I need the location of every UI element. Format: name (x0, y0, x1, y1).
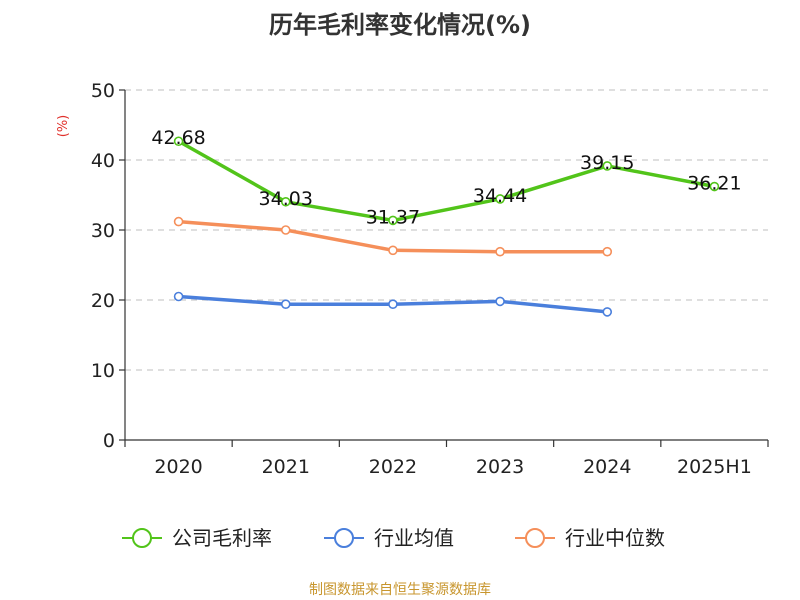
data-point (602, 161, 613, 171)
x-tick-label: 2023 (476, 456, 524, 478)
data-label: 42.68 (151, 127, 205, 149)
data-label: 36.21 (687, 173, 741, 195)
data-point (495, 246, 505, 257)
series-line-0 (177, 139, 715, 223)
data-point (173, 291, 184, 302)
data-point (173, 216, 184, 227)
legend-label: 公司毛利率 (172, 526, 272, 550)
source-note: 制图数据来自恒生聚源数据库 (309, 582, 491, 598)
y-axis-unit: (%) (56, 115, 71, 138)
series-layer (173, 136, 720, 317)
data-point (173, 136, 184, 147)
data-point (602, 246, 613, 257)
data-label: 31.37 (366, 206, 420, 228)
data-label-layer: 42.68 34.03 31.37 34.44 39.15 36.21 (151, 127, 741, 228)
data-point (280, 196, 291, 207)
y-tick-label: 20 (91, 290, 115, 312)
data-point (388, 245, 398, 256)
legend-label: 行业均值 (374, 526, 454, 550)
legend-marker (525, 528, 545, 548)
data-point (388, 299, 398, 310)
chart-title: 历年毛利率变化情况(%) (269, 11, 531, 39)
x-tick-label: 2025H1 (677, 456, 752, 478)
y-tick-label: 0 (103, 430, 115, 452)
legend-label: 行业中位数 (565, 526, 665, 550)
data-point (495, 296, 505, 307)
legend: 公司毛利率 行业均值 行业中位数 (122, 526, 665, 550)
data-label: 39.15 (580, 152, 634, 174)
data-point (280, 225, 291, 235)
y-tick-label: 30 (91, 220, 115, 242)
data-point (388, 215, 398, 226)
y-tick-label: 50 (91, 80, 115, 102)
data-point (495, 194, 505, 204)
data-point (709, 181, 720, 192)
x-tick-label: 2021 (262, 456, 310, 478)
y-tick-label: 10 (91, 360, 115, 382)
grid-layer (125, 89, 768, 371)
y-tick-label: 40 (91, 150, 115, 172)
data-point (602, 307, 613, 317)
data-point (280, 299, 291, 310)
axis-layer: 0 10 20 30 40 50 2020 2021 2022 2023 2024 2025H1 (91, 80, 769, 478)
legend-marker (334, 528, 354, 548)
x-tick-label: 2020 (154, 456, 202, 478)
x-tick-label: 2022 (369, 456, 417, 478)
x-tick-label: 2024 (583, 456, 631, 478)
data-label: 34.03 (259, 188, 313, 210)
legend-marker (132, 528, 152, 548)
data-label: 34.44 (473, 185, 527, 207)
